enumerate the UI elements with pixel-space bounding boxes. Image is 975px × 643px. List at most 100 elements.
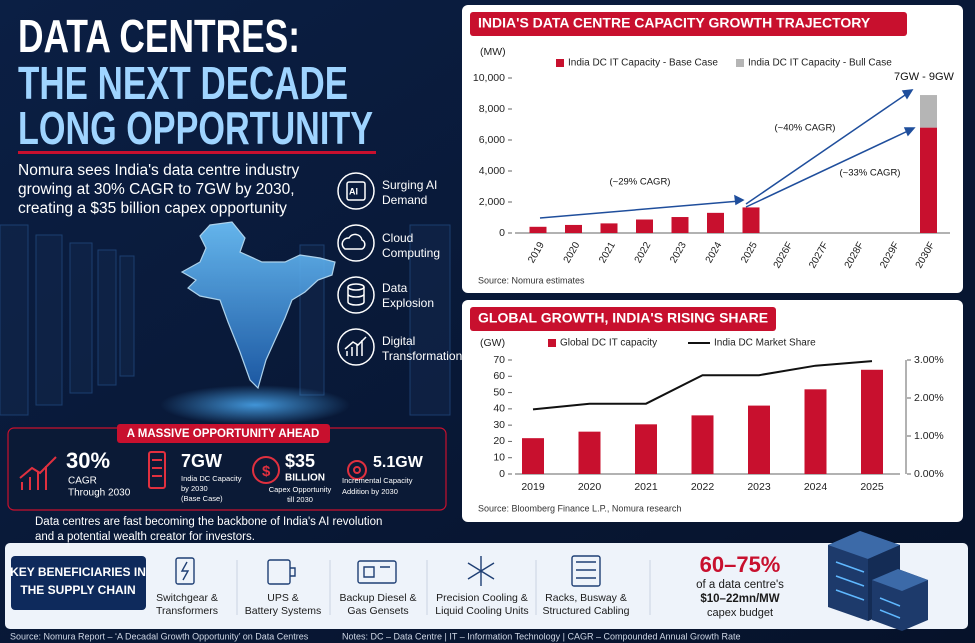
stat-icons (19, 451, 367, 490)
annotation: (~33% CAGR) (840, 168, 901, 179)
legend-label: India DC IT Capacity - Bull Case (748, 58, 892, 69)
bar (861, 369, 883, 474)
y-tick-label: 0 (499, 468, 505, 480)
legend-swatch (556, 59, 564, 67)
x-tick-label: 2024 (804, 481, 828, 493)
driver-label: Demand (382, 193, 427, 207)
bar (804, 389, 827, 474)
stat-line: Through 2030 (68, 488, 131, 499)
stat-value: 30% (66, 448, 110, 473)
capex-line: $10–22mn/MW (700, 593, 779, 605)
stat-line: BILLION (285, 473, 325, 484)
capex-value: 60–75% (700, 552, 781, 577)
server-racks (0, 224, 451, 416)
legend-label: India DC IT Capacity - Base Case (568, 58, 718, 69)
beneficiary-label: Racks, Busway & (545, 592, 627, 604)
beneficiary-label: Precision Cooling & (436, 592, 528, 604)
chart-title-band (470, 307, 776, 331)
ai-chip-label: AI (349, 186, 358, 196)
bar (529, 226, 547, 233)
x-tick-label: 2019 (521, 481, 545, 493)
server-graphic (828, 531, 928, 631)
map-glow (160, 385, 350, 425)
chart-panel (462, 5, 963, 293)
y-tick-label: 2.00% (914, 392, 944, 404)
title-line: THE NEXT DECADE (18, 57, 348, 109)
closing-line: and a potential wealth creator for inves… (35, 531, 255, 543)
driver-label: Digital (382, 334, 415, 348)
y-tick-label: 1.00% (914, 430, 944, 442)
stat-line: CAGR (68, 476, 97, 487)
title-line: LONG OPPORTUNITY (18, 102, 373, 154)
beneficiary-label: Liquid Cooling Units (435, 605, 528, 617)
bar (636, 219, 653, 233)
x-tick-label: 2021 (634, 481, 658, 493)
y-tick-label: 3.00% (914, 354, 944, 366)
beneficiary-label: Gas Gensets (347, 605, 408, 617)
beneficiary-label: Structured Cabling (543, 605, 630, 617)
y-tick-label: 10,000 (473, 72, 505, 84)
stat-value: $35 (285, 451, 315, 471)
beneficiaries-title-box (11, 556, 146, 610)
y-tick-label: 70 (493, 354, 505, 366)
stat-line: till 2030 (287, 495, 313, 504)
chart-title: GLOBAL GROWTH, INDIA'S RISING SHARE (478, 310, 768, 326)
beneficiary-label: UPS & (267, 592, 299, 604)
bar (578, 431, 601, 474)
driver-icons (337, 172, 375, 366)
stat-value: 5.1GW (373, 454, 424, 471)
y-axis-label: (MW) (480, 46, 506, 58)
y-tick-label: 0 (499, 227, 505, 239)
driver-label: Surging AI (382, 178, 437, 192)
stat-line: Incremental Capacity (342, 476, 413, 485)
beneficiaries-strip (5, 543, 968, 629)
closing-line: Data centres are fast becoming the backb… (35, 516, 382, 528)
annotation: 7GW - 9GW (894, 71, 955, 83)
opportunity-title: A MASSIVE OPPORTUNITY AHEAD (127, 428, 320, 440)
stat-line: Addition by 2030 (342, 487, 398, 496)
y-axis-label: (GW) (480, 337, 505, 349)
driver-label: Computing (382, 246, 440, 260)
legend-label: India DC Market Share (714, 338, 816, 349)
growth-arrows (539, 89, 916, 219)
y-tick-label: 4,000 (479, 165, 505, 177)
y-tick-label: 10 (493, 451, 505, 463)
driver-label: Cloud (382, 231, 413, 245)
y-tick-label: 6,000 (479, 134, 505, 146)
legend-swatch (736, 59, 744, 67)
beneficiaries-title: THE SUPPLY CHAIN (20, 583, 135, 597)
driver-label: Transformation (382, 349, 462, 363)
annotation: (~40% CAGR) (775, 123, 836, 134)
intro-line: Nomura sees India's data centre industry (18, 162, 299, 179)
bar (742, 207, 760, 233)
beneficiary-label: Battery Systems (245, 605, 321, 617)
beneficiary-label: Transformers (156, 605, 218, 617)
x-tick-label: 2020 (578, 481, 602, 493)
footer-notes: Notes: DC – Data Centre | IT – Informati… (342, 631, 741, 641)
beneficiary-label: Backup Diesel & (339, 592, 416, 604)
bar (565, 224, 582, 233)
y-tick-label: 2,000 (479, 196, 505, 208)
legend-label: Global DC IT capacity (560, 338, 657, 349)
bar (522, 438, 544, 474)
chart-title-band (470, 12, 907, 36)
bar (600, 223, 618, 233)
intro-line: creating a $35 billion capex opportunity (18, 200, 287, 217)
driver-label: Explosion (382, 296, 434, 310)
y-tick-label: 20 (493, 435, 505, 447)
chart-title: INDIA'S DATA CENTRE CAPACITY GROWTH TRAJ… (478, 15, 871, 31)
bar (920, 95, 937, 128)
bar (707, 212, 724, 233)
title-rule (18, 151, 376, 154)
legend-swatch (548, 339, 556, 347)
y-tick-label: 60 (493, 370, 505, 382)
bar (748, 405, 770, 474)
y-tick-label: 0.00% (914, 468, 944, 480)
beneficiary-label: Switchgear & (156, 592, 218, 604)
opportunity-title-band (117, 424, 330, 443)
bar (671, 217, 689, 233)
stat-value: 7GW (181, 451, 222, 471)
chart-source: Source: Nomura estimates (478, 275, 585, 285)
x-tick-label: 2023 (747, 481, 771, 493)
